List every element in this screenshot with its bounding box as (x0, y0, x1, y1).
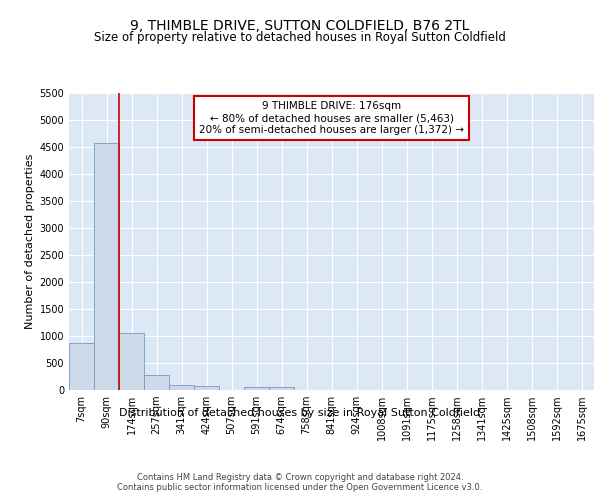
Bar (119, 332, 144, 390)
Bar (144, 375, 169, 390)
Bar (194, 386, 219, 390)
Bar (169, 385, 194, 390)
Bar (69, 343, 94, 390)
Text: Distribution of detached houses by size in Royal Sutton Coldfield: Distribution of detached houses by size … (119, 408, 481, 418)
Bar (269, 388, 294, 390)
Y-axis label: Number of detached properties: Number of detached properties (25, 154, 35, 329)
Text: Size of property relative to detached houses in Royal Sutton Coldfield: Size of property relative to detached ho… (94, 31, 506, 44)
Text: 9, THIMBLE DRIVE, SUTTON COLDFIELD, B76 2TL: 9, THIMBLE DRIVE, SUTTON COLDFIELD, B76 … (130, 18, 470, 32)
Text: 9 THIMBLE DRIVE: 176sqm
← 80% of detached houses are smaller (5,463)
20% of semi: 9 THIMBLE DRIVE: 176sqm ← 80% of detache… (199, 102, 464, 134)
Bar (94, 144, 119, 390)
Text: Contains HM Land Registry data © Crown copyright and database right 2024.
Contai: Contains HM Land Registry data © Crown c… (118, 472, 482, 492)
Bar (244, 387, 269, 390)
